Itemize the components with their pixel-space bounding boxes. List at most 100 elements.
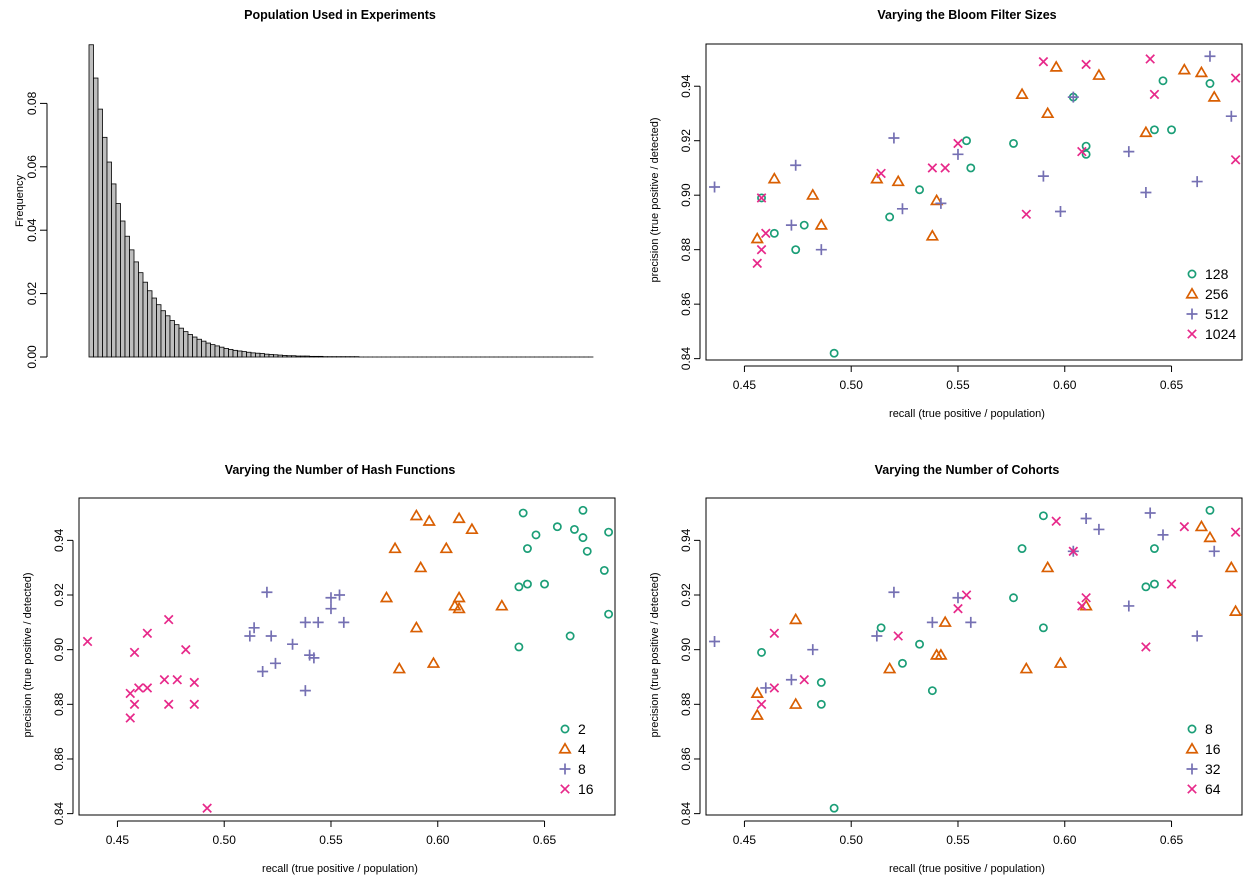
x-tick-label: 0.65 <box>1160 833 1184 847</box>
series-3-point <box>1051 516 1062 527</box>
series-0-point <box>791 245 801 255</box>
series-3 <box>752 54 1241 269</box>
series-2-point <box>325 592 337 604</box>
series-1-point <box>882 661 897 674</box>
histogram-bar <box>219 346 225 358</box>
hash-functions-plot-title: Varying the Number of Hash Functions <box>225 463 456 477</box>
series-1-point <box>422 514 436 526</box>
series-0-point <box>885 212 895 222</box>
legend-label: 2 <box>578 721 586 737</box>
series-0-point <box>514 642 524 652</box>
series-0-point <box>540 579 549 589</box>
histogram-title: Population Used in Experiments <box>244 8 436 22</box>
histogram-bar <box>318 355 324 358</box>
series-1-point <box>439 541 453 554</box>
series-2-point <box>1054 206 1066 218</box>
series-2-point <box>785 219 797 231</box>
histogram-bar <box>300 355 306 358</box>
histogram-bar <box>160 310 166 358</box>
series-3-point <box>189 699 200 710</box>
histogram-bar <box>120 220 126 358</box>
hash-functions-y-axis-label: precision (true positive / detected) <box>22 572 34 737</box>
series-3-point <box>927 163 938 173</box>
series-2-point <box>308 652 320 664</box>
series-3-point <box>202 803 212 813</box>
series-3-point <box>172 674 183 685</box>
histogram-bar <box>178 327 184 358</box>
series-3-point <box>876 168 886 179</box>
histogram-bar <box>93 77 99 358</box>
histogram-y-tick-label: 0.02 <box>25 282 39 306</box>
series-2-point <box>261 586 273 598</box>
series-0-point <box>578 533 588 543</box>
series-3-point <box>953 138 963 149</box>
series-0-point <box>757 647 766 657</box>
histogram-bar <box>210 344 216 358</box>
histogram-bar <box>129 249 135 358</box>
histogram-bar <box>169 320 175 358</box>
series-1-point <box>1224 560 1239 573</box>
series-0-point <box>1009 593 1018 603</box>
series-3-point <box>142 628 153 639</box>
series-0 <box>757 505 1215 813</box>
y-tick-label: 0.94 <box>52 528 66 552</box>
histogram-bar <box>174 324 180 358</box>
series-1-point <box>409 620 424 633</box>
series-1-point <box>789 612 803 625</box>
series-3-point <box>1077 146 1087 157</box>
series-3-point <box>129 699 140 710</box>
series-3-point <box>961 590 972 600</box>
histogram-bar <box>106 161 112 358</box>
histogram-bar <box>259 353 265 358</box>
series-0-point <box>816 699 826 709</box>
series-1-point <box>465 522 479 535</box>
series-1-point <box>392 661 406 674</box>
series-0-point <box>1149 125 1159 135</box>
y-tick-label: 0.84 <box>679 802 693 826</box>
histogram-bar <box>142 281 148 358</box>
series-0-point <box>1081 149 1091 159</box>
legend-label: 8 <box>578 761 586 777</box>
histogram-bar <box>165 315 171 358</box>
series-0-point <box>757 193 766 203</box>
x-tick-label: 0.45 <box>733 833 757 847</box>
series-2-point <box>888 132 900 144</box>
histogram-y-axis-label: Frequency <box>14 175 26 227</box>
bloom-filter-y-axis-label: precision (true positive / detected) <box>649 117 661 282</box>
x-tick-label: 0.60 <box>1053 833 1077 847</box>
series-1-point <box>1040 106 1055 119</box>
series-0-point <box>915 639 924 649</box>
series-3-point <box>1145 54 1155 64</box>
legend-label: 8 <box>1205 721 1213 737</box>
histogram-bar <box>133 261 139 358</box>
series-0-point <box>876 623 886 633</box>
series-1-point <box>1203 530 1217 543</box>
x-tick-label: 0.60 <box>426 833 450 847</box>
y-tick-label: 0.94 <box>679 528 693 552</box>
y-tick-label: 0.86 <box>52 747 66 771</box>
series-2-point <box>1186 763 1198 775</box>
series-0-point <box>1187 269 1197 279</box>
series-1-point <box>1194 519 1209 532</box>
x-tick-label: 0.50 <box>840 833 864 847</box>
series-1-point <box>452 590 466 603</box>
series-1-point <box>767 171 782 184</box>
series-2-point <box>334 589 346 601</box>
series-0-point <box>1167 125 1176 135</box>
histogram-bar <box>138 272 144 358</box>
bloom-filter-plot-title: Varying the Bloom Filter Sizes <box>877 8 1056 22</box>
series-0-point <box>1205 505 1215 515</box>
series-1-point <box>413 560 428 573</box>
x-tick-label: 0.60 <box>1053 378 1077 392</box>
series-1-point <box>750 708 764 720</box>
histogram-bar <box>183 331 189 358</box>
series-2-point <box>1140 186 1152 198</box>
series-2-point <box>1186 308 1198 320</box>
series-1-point <box>558 742 572 754</box>
legend-label: 128 <box>1205 266 1229 282</box>
bloom-filter-x-axis-label: recall (true positive / population) <box>889 408 1045 420</box>
legend-label: 4 <box>578 741 586 757</box>
series-3-point <box>756 244 767 255</box>
series-2-point <box>1191 630 1203 642</box>
series-0-point <box>915 185 924 195</box>
